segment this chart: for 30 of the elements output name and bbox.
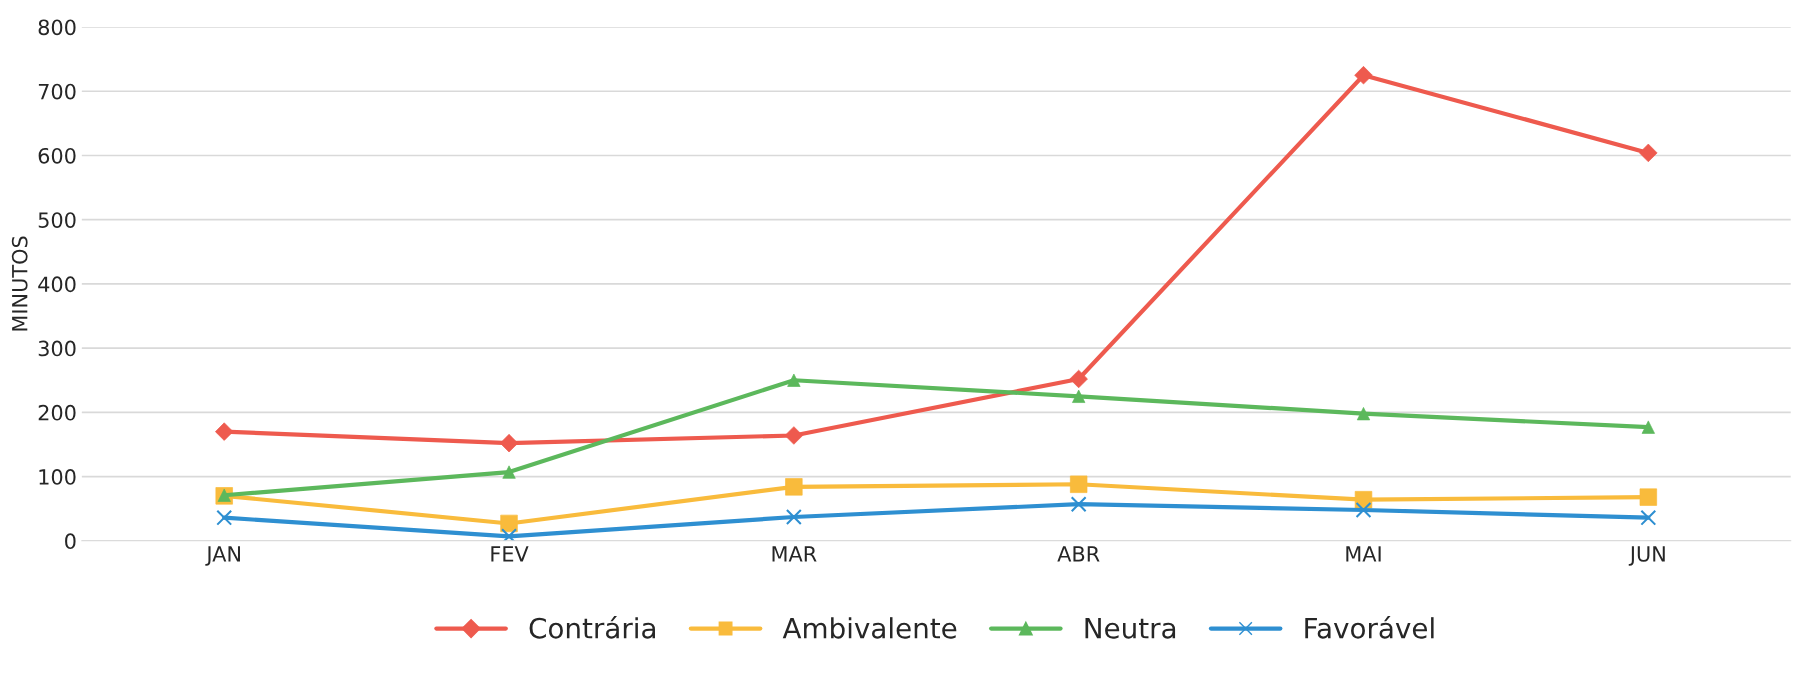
point xyxy=(1639,143,1658,163)
legend-label: Ambivalente xyxy=(782,617,957,639)
point xyxy=(1639,488,1657,506)
y-tick-label: 600 xyxy=(38,147,76,164)
y-tick-label: 200 xyxy=(38,404,76,421)
y-tick-label: 800 xyxy=(38,19,76,36)
y-axis-title: MINUTOS xyxy=(11,236,28,331)
point xyxy=(216,509,233,526)
x-tick-label: JAN xyxy=(205,546,240,566)
point xyxy=(1640,509,1657,526)
x-tick-label: MAI xyxy=(1346,546,1381,562)
legend-label: Favorável xyxy=(1305,616,1434,639)
y-tick-label: 400 xyxy=(38,276,76,293)
y-tick-label: 700 xyxy=(38,83,76,100)
x-tick-label: ABR xyxy=(1057,546,1100,562)
legend-label: Neutra xyxy=(1085,618,1176,639)
x-tick-label: MAR xyxy=(772,546,817,562)
point xyxy=(1070,496,1087,513)
y-tick-label: 0 xyxy=(65,533,76,550)
x-tick-label: FEV xyxy=(491,546,529,562)
point xyxy=(1072,389,1086,403)
x-tick-label: JUN xyxy=(1628,546,1665,566)
y-tick-label: 100 xyxy=(39,469,76,485)
point xyxy=(785,509,802,526)
point xyxy=(1356,407,1371,421)
y-tick-label: 300 xyxy=(38,340,76,357)
y-tick-label: 500 xyxy=(38,212,76,228)
legend-label: Contrária xyxy=(529,616,655,639)
point xyxy=(1355,501,1372,518)
point xyxy=(501,528,518,541)
